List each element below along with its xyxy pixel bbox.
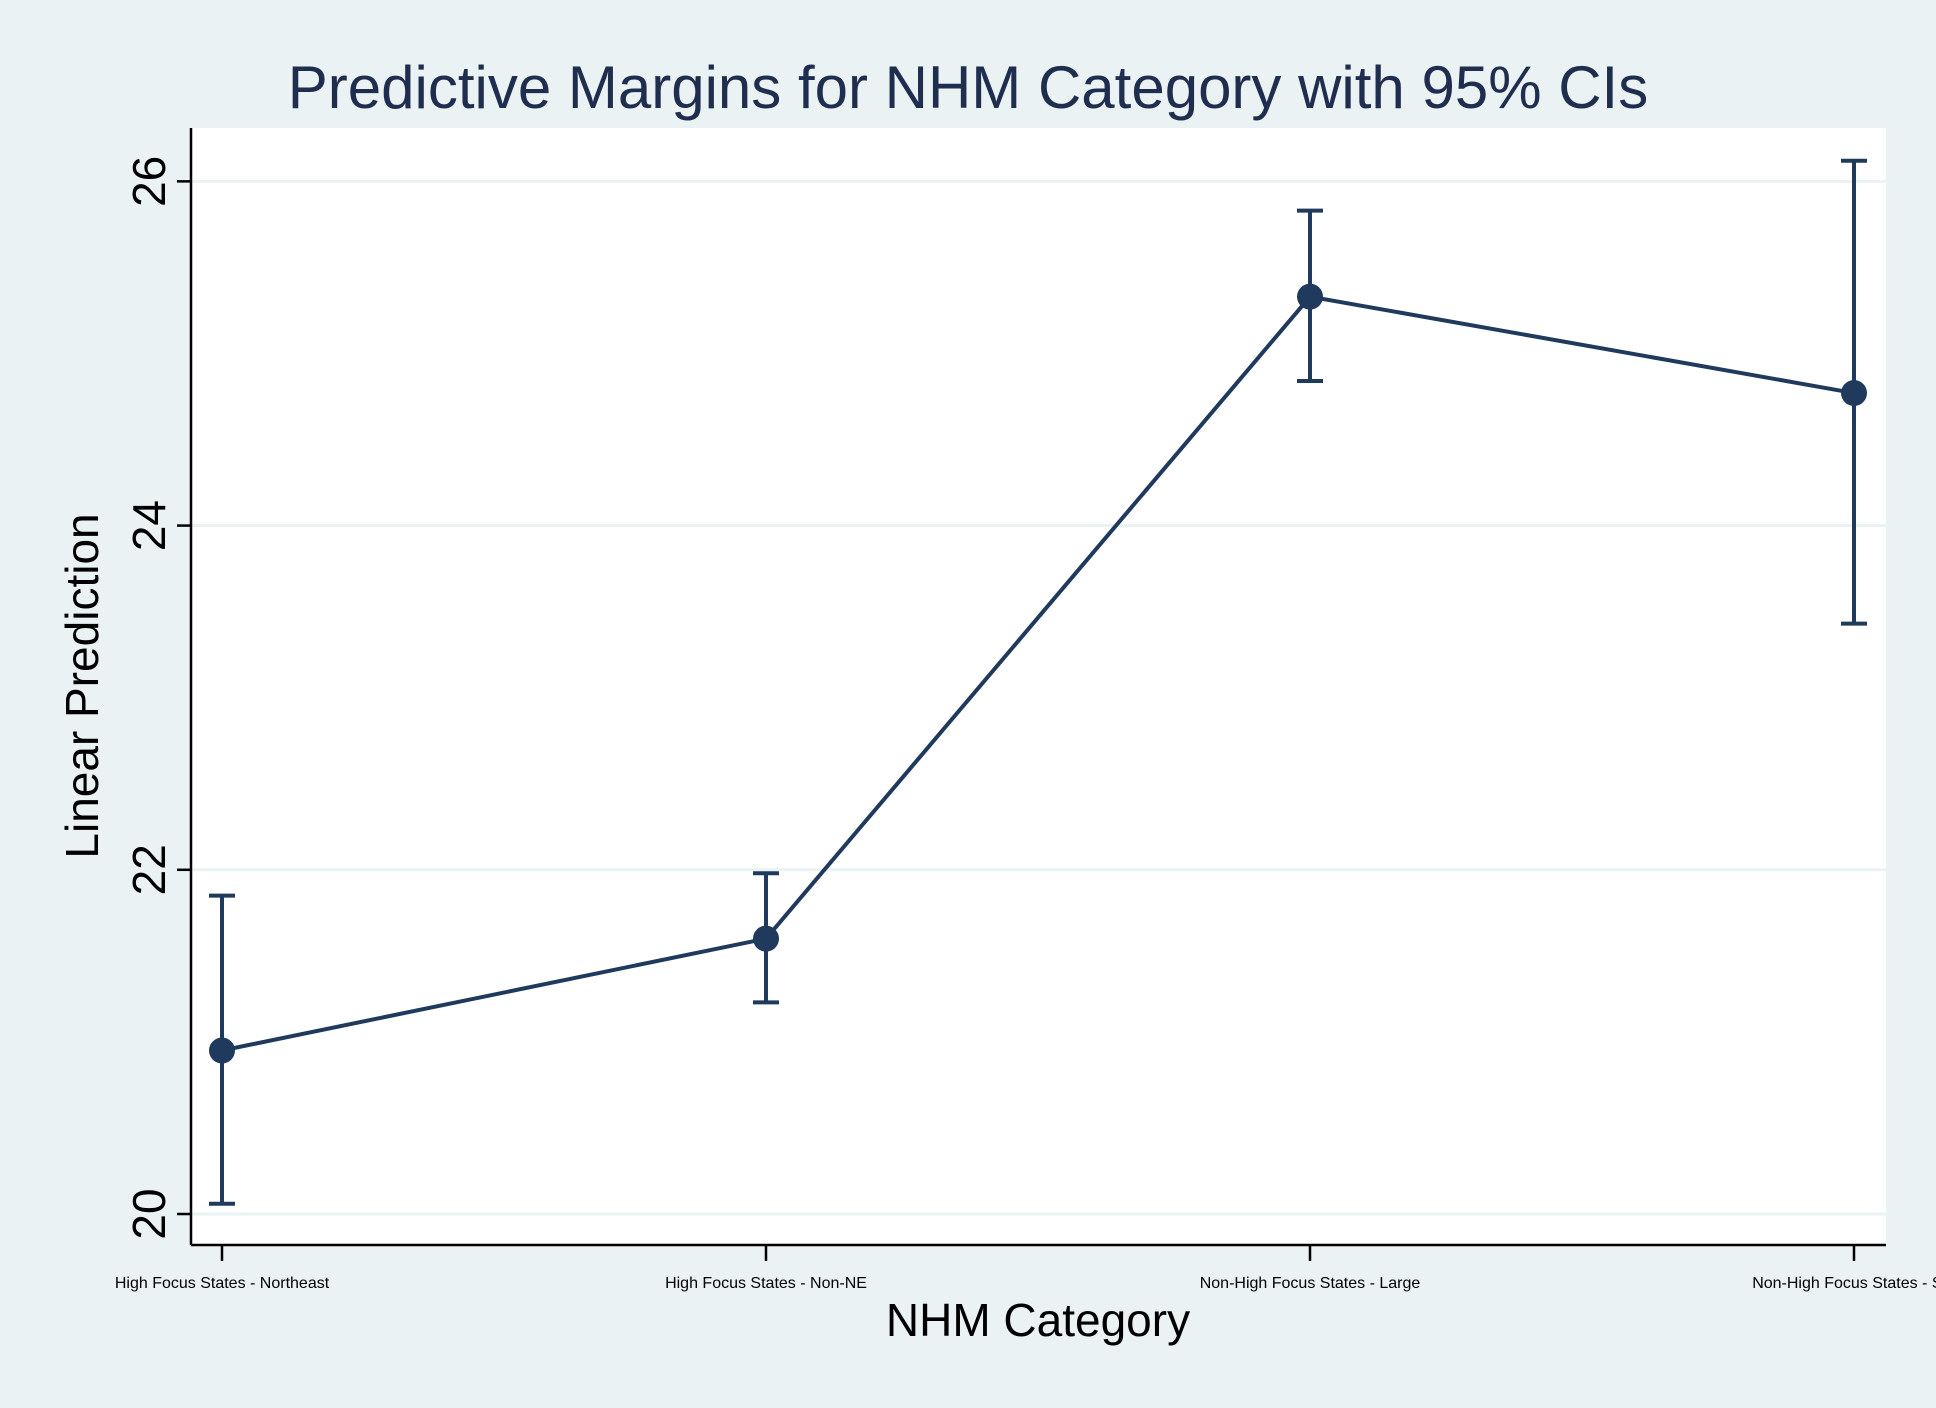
y-tick-label-24: 24 (123, 500, 175, 551)
y-tick-label-20: 20 (123, 1188, 175, 1239)
y-tick-label-26: 26 (123, 156, 175, 207)
x-tick-label-0: High Focus States - Northeast (115, 1275, 330, 1292)
axes: 20 22 24 26 High Focus States - Northeast Hig… (115, 128, 1936, 1292)
y-axis-title: Linear Prediction (56, 513, 108, 858)
x-tick-label-3: Non-High Focus States - Sm (1752, 1275, 1936, 1292)
data-point-1 (753, 925, 779, 952)
y-tick-label-22: 22 (123, 844, 175, 895)
x-tick-label-2: Non-High Focus States - Large (1200, 1275, 1421, 1292)
data-point-3 (1841, 380, 1867, 407)
series (209, 158, 1867, 1206)
data-point-2 (1297, 283, 1323, 310)
x-tick-label-1: High Focus States - Non-NE (665, 1275, 867, 1292)
gridlines (191, 179, 1886, 1216)
plot-area (191, 128, 1886, 1245)
x-axis-title: NHM Category (886, 1294, 1190, 1346)
chart-title: Predictive Margins for NHM Category with… (288, 54, 1648, 121)
data-point-0 (209, 1037, 235, 1064)
series-line (221, 294, 1855, 1053)
